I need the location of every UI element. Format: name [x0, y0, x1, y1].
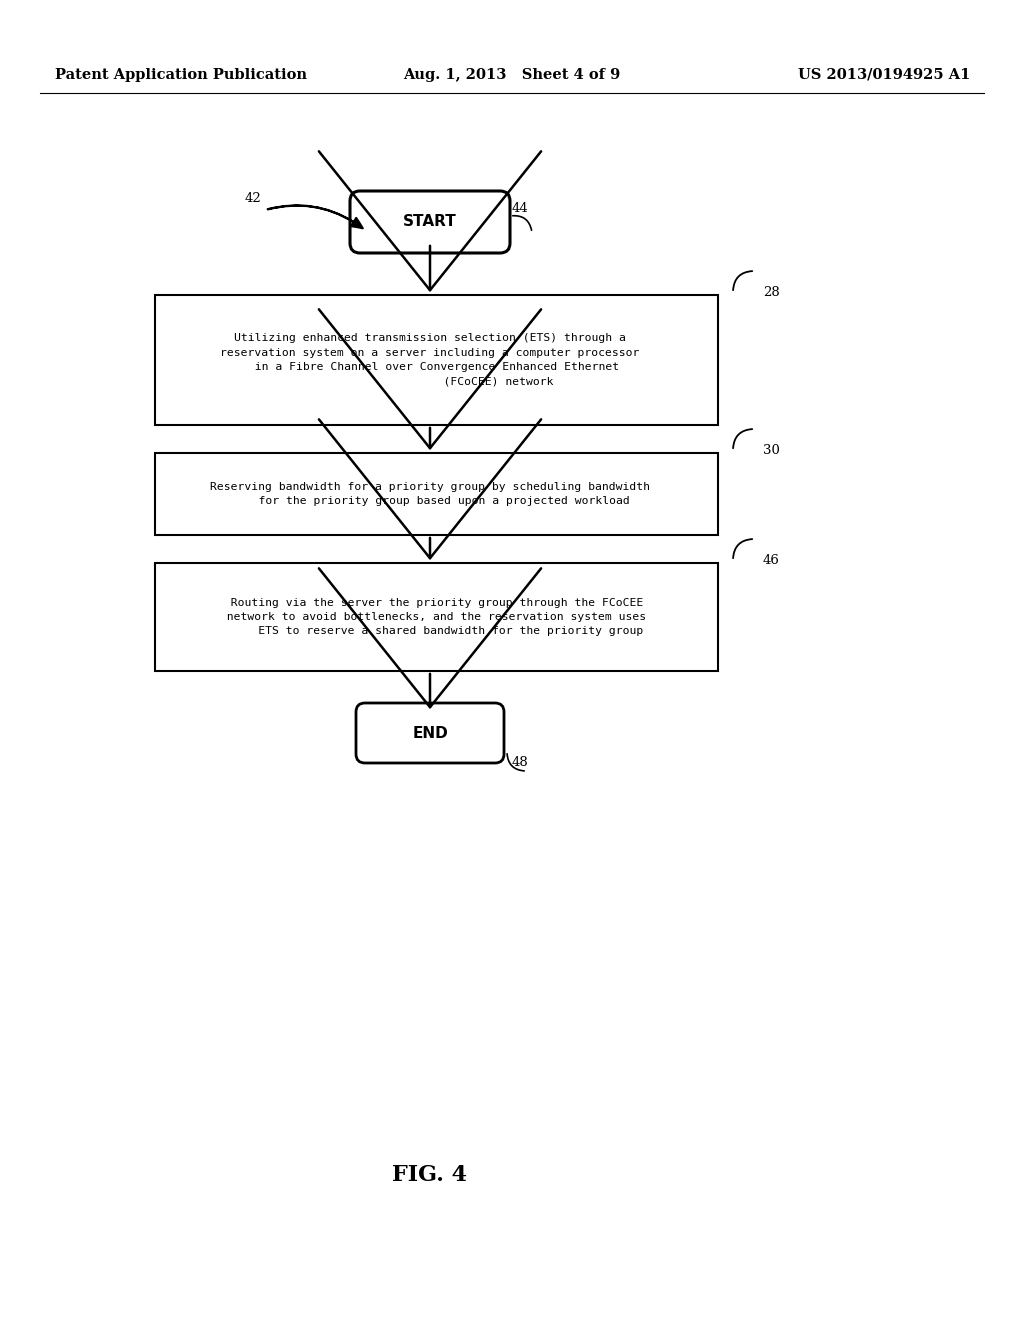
Text: Routing via the server the priority group through the FCoCEE
  network to avoid : Routing via the server the priority grou…: [213, 598, 646, 636]
Bar: [155, 294, 718, 425]
Text: Utilizing enhanced transmission selection (ETS) through a
reservation system on : Utilizing enhanced transmission selectio…: [220, 334, 640, 387]
Text: Reserving bandwidth for a priority group by scheduling bandwidth
    for the pri: Reserving bandwidth for a priority group…: [210, 482, 650, 506]
Bar: [155, 453, 718, 535]
Text: 30: 30: [763, 444, 780, 457]
Text: Aug. 1, 2013   Sheet 4 of 9: Aug. 1, 2013 Sheet 4 of 9: [403, 69, 621, 82]
Bar: [155, 564, 718, 671]
FancyBboxPatch shape: [356, 704, 504, 763]
Text: END: END: [412, 726, 447, 741]
Text: 42: 42: [245, 191, 262, 205]
Text: US 2013/0194925 A1: US 2013/0194925 A1: [798, 69, 970, 82]
Text: 44: 44: [512, 202, 528, 214]
Text: 28: 28: [763, 285, 779, 298]
FancyArrowPatch shape: [267, 206, 362, 228]
Text: FIG. 4: FIG. 4: [392, 1164, 468, 1185]
Text: 48: 48: [512, 756, 528, 770]
Text: Patent Application Publication: Patent Application Publication: [55, 69, 307, 82]
Text: START: START: [403, 214, 457, 230]
Text: 46: 46: [763, 553, 780, 566]
FancyBboxPatch shape: [350, 191, 510, 253]
